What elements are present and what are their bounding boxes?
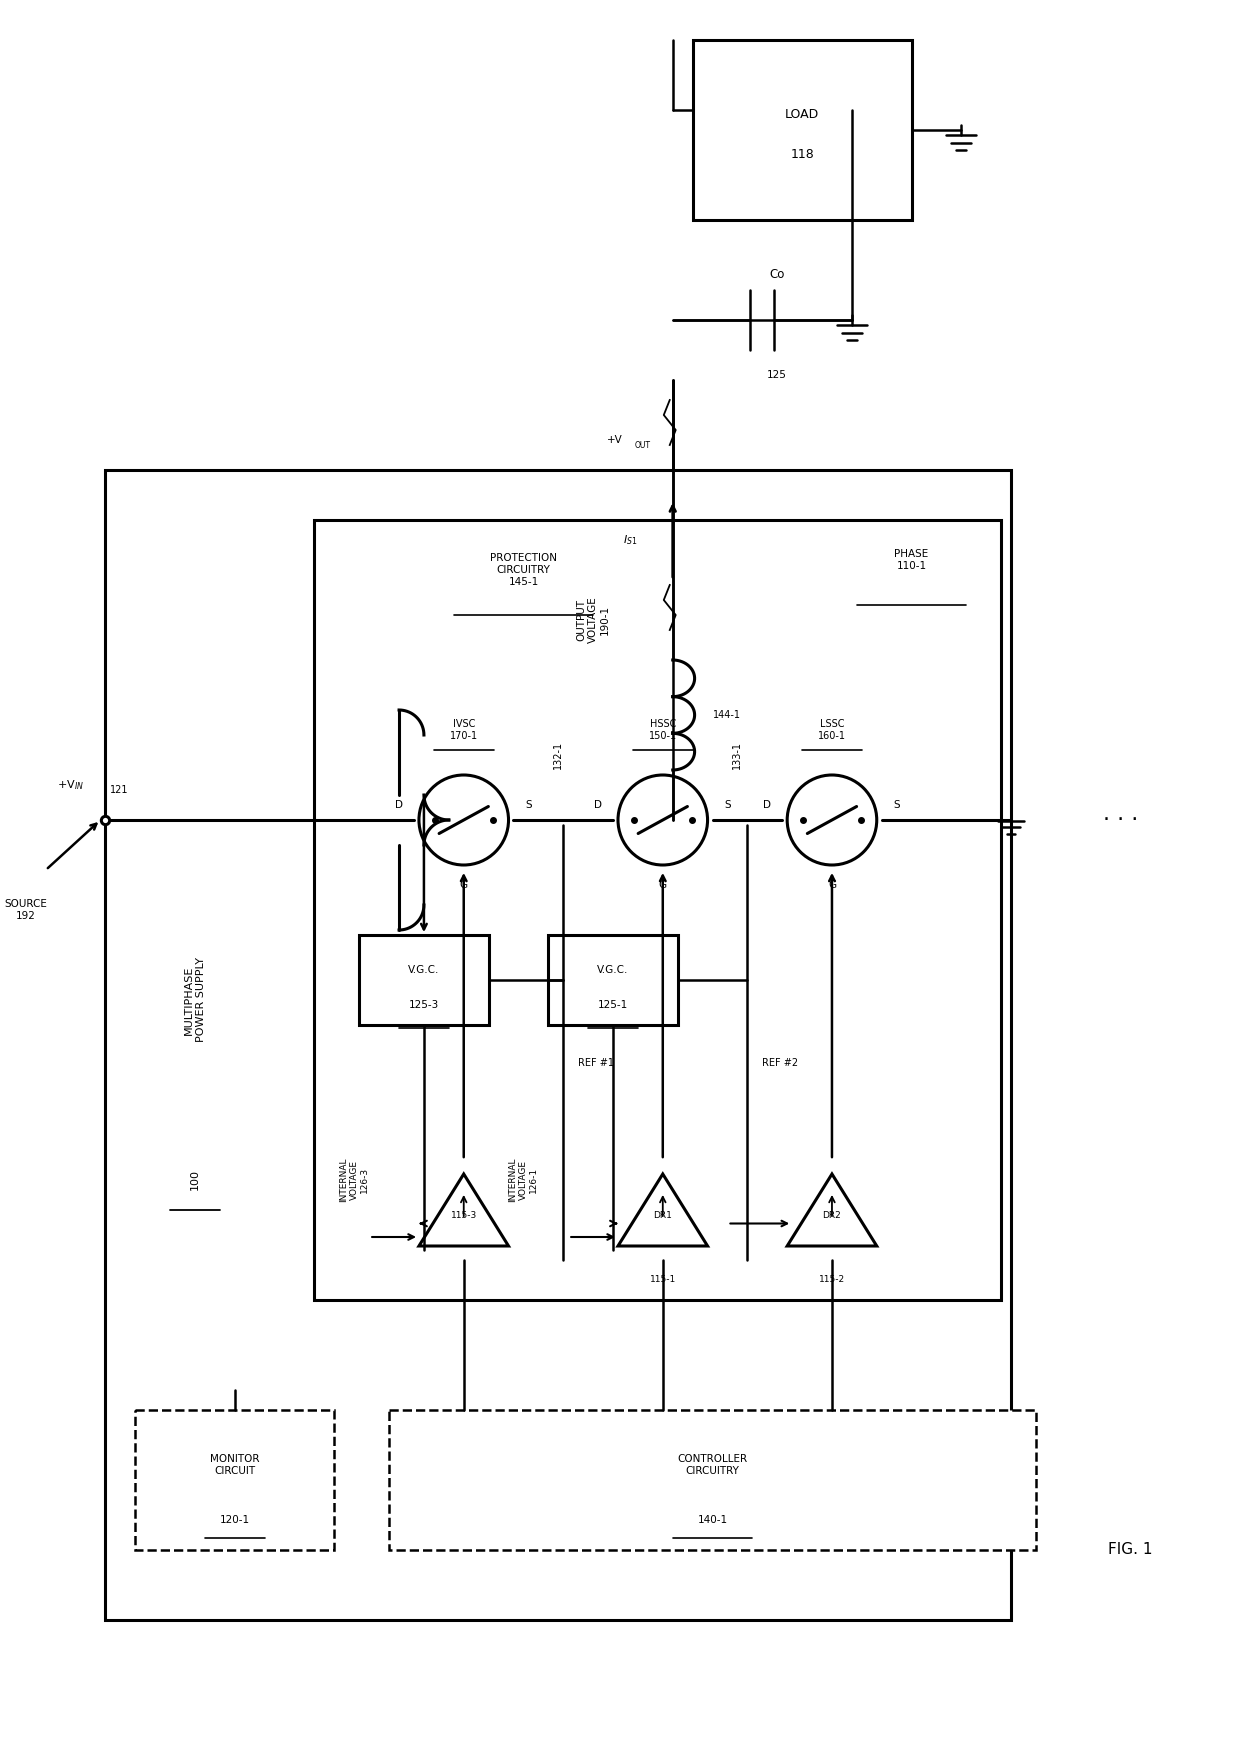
Text: SOURCE
192: SOURCE 192 — [5, 900, 47, 921]
Text: HSSC
150-1: HSSC 150-1 — [649, 718, 677, 741]
Text: INTERNAL
VOLTAGE
126-1: INTERNAL VOLTAGE 126-1 — [508, 1157, 538, 1203]
Text: +V$_{IN}$: +V$_{IN}$ — [57, 778, 84, 792]
Text: IVSC
170-1: IVSC 170-1 — [450, 718, 477, 741]
Text: · · ·: · · · — [1102, 810, 1138, 829]
Text: 125-3: 125-3 — [409, 1000, 439, 1011]
Text: REF #2: REF #2 — [763, 1058, 799, 1067]
Text: 125-1: 125-1 — [598, 1000, 629, 1011]
Text: 115-3: 115-3 — [450, 1210, 477, 1220]
Text: 115-1: 115-1 — [650, 1275, 676, 1284]
Text: 140-1: 140-1 — [697, 1514, 728, 1525]
Text: 125: 125 — [768, 370, 787, 380]
Text: CONTROLLER
CIRCUITRY: CONTROLLER CIRCUITRY — [677, 1455, 748, 1476]
Bar — [548, 935, 678, 1025]
Bar — [360, 935, 489, 1025]
Text: Co: Co — [770, 268, 785, 282]
Text: D: D — [594, 799, 603, 810]
Text: LSSC
160-1: LSSC 160-1 — [818, 718, 846, 741]
Bar — [389, 1411, 1035, 1550]
Text: MONITOR
CIRCUIT: MONITOR CIRCUIT — [210, 1455, 259, 1476]
Text: S: S — [893, 799, 900, 810]
Text: 100: 100 — [190, 1169, 200, 1190]
Text: DR2: DR2 — [822, 1210, 841, 1220]
Text: V.G.C.: V.G.C. — [598, 965, 629, 976]
Text: 133-1: 133-1 — [733, 741, 743, 770]
Text: V.G.C.: V.G.C. — [408, 965, 440, 976]
Bar — [105, 470, 1011, 1620]
Text: OUTPUT
VOLTAGE
190-1: OUTPUT VOLTAGE 190-1 — [577, 597, 610, 643]
Text: D: D — [764, 799, 771, 810]
Text: OUT: OUT — [635, 440, 651, 449]
Text: G: G — [828, 880, 836, 889]
Text: LOAD: LOAD — [785, 109, 820, 122]
Text: 120-1: 120-1 — [219, 1514, 250, 1525]
Text: FIG. 1: FIG. 1 — [1109, 1543, 1153, 1557]
Text: D: D — [396, 799, 403, 810]
Text: 144-1: 144-1 — [713, 710, 740, 720]
Text: $I_{S1}$: $I_{S1}$ — [624, 534, 637, 548]
Text: 132-1: 132-1 — [553, 741, 563, 770]
Text: PROTECTION
CIRCUITRY
145-1: PROTECTION CIRCUITRY 145-1 — [490, 553, 557, 586]
Text: G: G — [658, 880, 667, 889]
Bar — [315, 519, 1001, 1300]
Text: PHASE
110-1: PHASE 110-1 — [894, 549, 929, 571]
Text: +V: +V — [608, 435, 622, 446]
Text: 118: 118 — [790, 148, 813, 162]
Text: DR1: DR1 — [653, 1210, 672, 1220]
Text: 115-2: 115-2 — [818, 1275, 844, 1284]
Text: G: G — [460, 880, 467, 889]
Bar — [135, 1411, 335, 1550]
Text: MULTIPHASE
POWER SUPPLY: MULTIPHASE POWER SUPPLY — [185, 958, 206, 1043]
Text: INTERNAL
VOLTAGE
126-3: INTERNAL VOLTAGE 126-3 — [340, 1157, 370, 1203]
Text: S: S — [525, 799, 532, 810]
Text: REF #1: REF #1 — [578, 1058, 614, 1067]
Text: 121: 121 — [110, 785, 129, 794]
Text: S: S — [724, 799, 730, 810]
Bar — [693, 41, 911, 220]
